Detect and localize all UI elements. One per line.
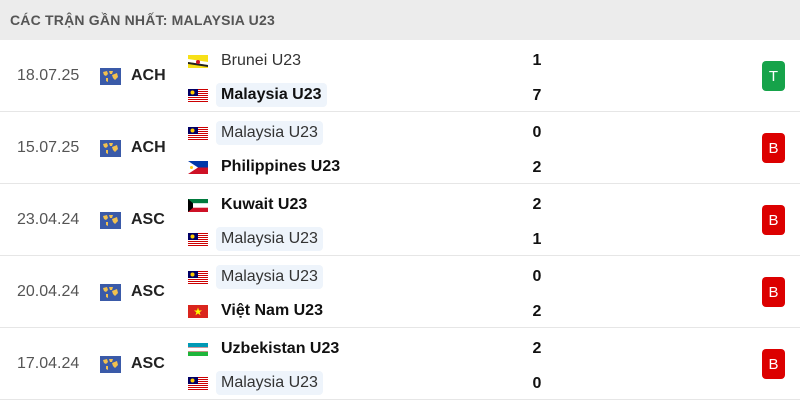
team-name: Malaysia U23 (216, 371, 323, 395)
team-home[interactable]: Kuwait U23 (188, 192, 312, 218)
competition-code: ACH (131, 139, 166, 156)
team-away[interactable]: Malaysia U23 (188, 370, 323, 396)
team-away[interactable]: Việt Nam U23 (188, 298, 328, 324)
home-score: 1 (532, 52, 542, 69)
brunei-flag-icon (188, 54, 208, 68)
away-score: 7 (532, 87, 542, 104)
team-name: Philippines U23 (221, 158, 341, 175)
competition-code: ASC (131, 283, 165, 300)
team-away[interactable]: Malaysia U23 (188, 82, 327, 108)
result-badge: B (762, 349, 785, 379)
match-row[interactable]: 17.04.24 ASC Uzbekistan U23 Malaysia U23… (0, 328, 800, 400)
home-score: 2 (532, 340, 542, 357)
team-away[interactable]: Malaysia U23 (188, 226, 323, 252)
away-score: 1 (532, 231, 542, 248)
home-score: 0 (532, 268, 542, 285)
malaysia-flag-icon (188, 232, 208, 246)
result-badge: B (762, 277, 785, 307)
vietnam-flag-icon (188, 304, 208, 318)
malaysia-flag-icon (188, 126, 208, 140)
team-name: Brunei U23 (221, 52, 302, 69)
home-score: 0 (532, 124, 542, 141)
result-badge: B (762, 133, 785, 163)
team-name: Malaysia U23 (216, 265, 323, 289)
team-home[interactable]: Uzbekistan U23 (188, 336, 344, 362)
team-name: Việt Nam U23 (221, 302, 323, 319)
result-badge: T (762, 61, 785, 91)
result-badge: B (762, 205, 785, 235)
malaysia-flag-icon (188, 270, 208, 284)
away-score: 2 (532, 159, 542, 176)
team-name: Kuwait U23 (221, 196, 308, 213)
home-score: 2 (532, 196, 542, 213)
team-name: Malaysia U23 (216, 227, 323, 251)
match-date: 18.07.25 (17, 67, 80, 84)
competition-code: ASC (131, 211, 165, 228)
section-title: CÁC TRẬN GẦN NHẤT: MALAYSIA U23 (0, 0, 800, 40)
match-row[interactable]: 15.07.25 ACH Malaysia U23 Philippines U2… (0, 112, 800, 184)
philippines-flag-icon (188, 160, 208, 174)
match-row[interactable]: 23.04.24 ASC Kuwait U23 Malaysia U23 2 1… (0, 184, 800, 256)
match-row[interactable]: 18.07.25 ACH Brunei U23 Malaysia U23 1 7… (0, 40, 800, 112)
competition-code: ACH (131, 67, 166, 84)
kuwait-flag-icon (188, 198, 208, 212)
malaysia-flag-icon (188, 376, 208, 390)
team-name: Malaysia U23 (216, 83, 327, 107)
competition-code: ASC (131, 355, 165, 372)
team-home[interactable]: Malaysia U23 (188, 264, 323, 290)
away-score: 2 (532, 303, 542, 320)
match-date: 20.04.24 (17, 283, 80, 300)
away-score: 0 (532, 375, 542, 392)
match-date: 23.04.24 (17, 211, 80, 228)
team-name: Malaysia U23 (216, 121, 323, 145)
match-date: 15.07.25 (17, 139, 80, 156)
match-row[interactable]: 20.04.24 ASC Malaysia U23 Việt Nam U23 0… (0, 256, 800, 328)
malaysia-flag-icon (188, 88, 208, 102)
team-home[interactable]: Brunei U23 (188, 48, 306, 74)
team-home[interactable]: Malaysia U23 (188, 120, 323, 146)
team-away[interactable]: Philippines U23 (188, 154, 345, 180)
team-name: Uzbekistan U23 (221, 340, 340, 357)
uzbekistan-flag-icon (188, 342, 208, 356)
match-date: 17.04.24 (17, 355, 80, 372)
